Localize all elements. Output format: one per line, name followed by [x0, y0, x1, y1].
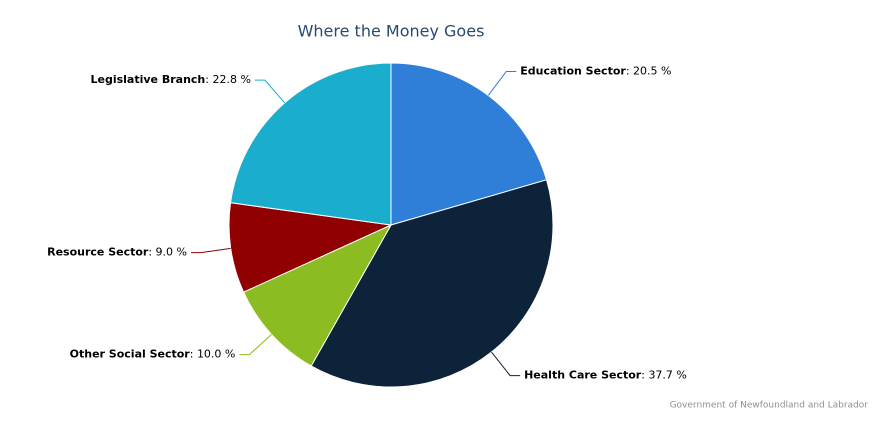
label-value: 20.5 %: [633, 64, 671, 77]
label-separator: :: [148, 246, 155, 259]
label-value: 9.0 %: [156, 246, 187, 259]
pie-slice: [229, 62, 392, 226]
label-separator: :: [190, 348, 197, 361]
label-name: Health Care Sector: [524, 369, 642, 382]
data-label: Legislative Branch: 22.8 %: [91, 73, 251, 86]
label-value: 22.8 %: [212, 73, 250, 86]
data-label: Education Sector: 20.5 %: [520, 64, 671, 77]
label-name: Resource Sector: [47, 246, 149, 259]
data-label: Health Care Sector: 37.7 %: [524, 369, 687, 382]
label-separator: :: [626, 64, 633, 77]
label-separator: :: [205, 73, 212, 86]
label-name: Education Sector: [520, 64, 626, 77]
label-name: Other Social Sector: [70, 348, 191, 361]
pie-slice: [310, 179, 554, 388]
label-value: 37.7 %: [648, 369, 686, 382]
chart-title: Where the Money Goes: [298, 22, 485, 41]
data-label: Other Social Sector: 10.0 %: [70, 348, 236, 361]
label-value: 10.0 %: [197, 348, 235, 361]
label-name: Legislative Branch: [91, 73, 206, 86]
connector: [191, 247, 231, 254]
credits: Government of Newfoundland and Labrador: [670, 401, 869, 411]
connector: [254, 79, 286, 104]
connector: [239, 334, 272, 356]
data-label: Resource Sector: 9.0 %: [47, 246, 187, 259]
connector: [487, 70, 517, 96]
pie-slice: [228, 202, 393, 293]
connector: [491, 351, 521, 377]
label-separator: :: [641, 369, 648, 382]
